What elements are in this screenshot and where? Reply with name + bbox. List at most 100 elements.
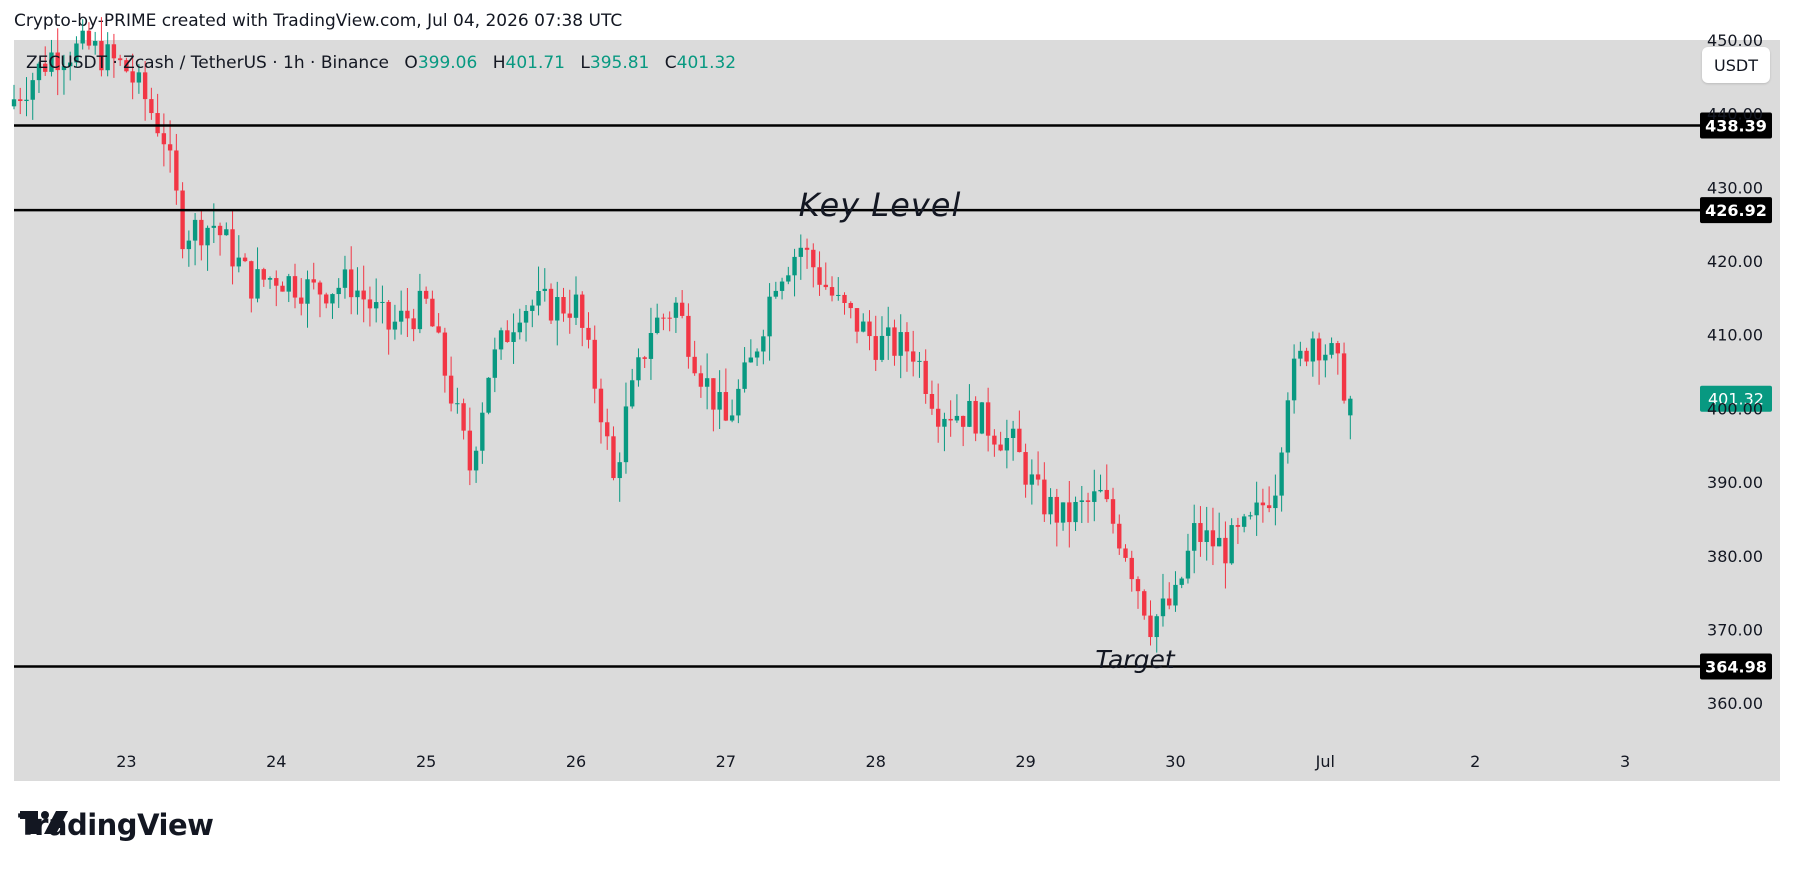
candle-body[interactable] <box>86 30 92 46</box>
candle-body[interactable] <box>236 257 241 267</box>
candle-body[interactable] <box>1160 598 1166 617</box>
candle-body[interactable] <box>230 229 235 267</box>
candle-body[interactable] <box>292 276 298 298</box>
candle-body[interactable] <box>679 302 685 316</box>
candle-body[interactable] <box>405 310 410 319</box>
candle-body[interactable] <box>361 290 366 300</box>
candle-body[interactable] <box>929 393 935 409</box>
candle-body[interactable] <box>142 72 148 100</box>
candle-body[interactable] <box>935 408 941 427</box>
target-annotation[interactable]: Target <box>1095 645 1175 674</box>
candle-body[interactable] <box>960 415 966 427</box>
candle-body[interactable] <box>305 279 310 304</box>
candle-body[interactable] <box>267 278 273 280</box>
candle-body[interactable] <box>673 302 679 318</box>
candle-body[interactable] <box>61 66 67 71</box>
candle-body[interactable] <box>973 400 978 434</box>
candle-body[interactable] <box>648 333 654 359</box>
candle-body[interactable] <box>1335 343 1341 354</box>
candle-body[interactable] <box>1023 452 1028 485</box>
candle-body[interactable] <box>985 402 991 436</box>
candle-body[interactable] <box>1310 338 1316 362</box>
candle-body[interactable] <box>1067 502 1072 523</box>
candle-body[interactable] <box>55 52 60 71</box>
candle-body[interactable] <box>423 290 429 299</box>
candle-body[interactable] <box>517 322 522 333</box>
candle-body[interactable] <box>804 247 810 250</box>
candle-body[interactable] <box>92 41 98 46</box>
candle-body[interactable] <box>1017 428 1022 453</box>
candle-body[interactable] <box>786 275 791 282</box>
candle-body[interactable] <box>311 279 316 283</box>
candle-body[interactable] <box>854 308 860 332</box>
candle-body[interactable] <box>661 317 666 319</box>
candle-body[interactable] <box>779 281 785 291</box>
candle-body[interactable] <box>861 321 866 332</box>
candle-body[interactable] <box>698 373 704 387</box>
candle-body[interactable] <box>255 269 260 299</box>
candle-body[interactable] <box>480 412 485 451</box>
candle-body[interactable] <box>448 375 454 404</box>
candle-body[interactable] <box>1304 350 1309 362</box>
candle-body[interactable] <box>1329 343 1334 355</box>
candle-body[interactable] <box>892 327 897 356</box>
tradingview-logo[interactable]: TradingView <box>18 808 214 842</box>
candle-body[interactable] <box>754 351 760 358</box>
key-level-annotation[interactable]: Key Level <box>799 186 962 224</box>
candle-body[interactable] <box>1110 499 1116 524</box>
candle-body[interactable] <box>43 63 48 72</box>
candle-body[interactable] <box>723 392 729 421</box>
candle-body[interactable] <box>530 305 535 311</box>
candle-body[interactable] <box>380 301 385 303</box>
candle-body[interactable] <box>979 402 985 434</box>
candle-body[interactable] <box>998 444 1003 451</box>
candle-body[interactable] <box>505 330 510 342</box>
candle-body[interactable] <box>1260 502 1266 506</box>
candle-body[interactable] <box>1223 537 1228 564</box>
candle-body[interactable] <box>736 388 741 416</box>
candle-body[interactable] <box>1316 338 1322 361</box>
candle-body[interactable] <box>342 269 348 288</box>
candle-body[interactable] <box>18 99 23 102</box>
candle-body[interactable] <box>80 30 85 44</box>
candle-body[interactable] <box>761 336 766 352</box>
candle-body[interactable] <box>605 422 610 437</box>
candle-body[interactable] <box>1104 489 1109 500</box>
candle-body[interactable] <box>124 60 129 72</box>
candle-body[interactable] <box>30 80 35 100</box>
chart-pane[interactable] <box>14 40 1780 781</box>
candle-body[interactable] <box>523 310 529 323</box>
candle-body[interactable] <box>186 240 192 250</box>
candle-body[interactable] <box>511 332 516 342</box>
candle-body[interactable] <box>536 291 541 306</box>
candle-body[interactable] <box>1073 501 1078 523</box>
candle-body[interactable] <box>773 290 779 297</box>
candle-body[interactable] <box>492 349 498 378</box>
candle-body[interactable] <box>130 71 135 83</box>
candle-body[interactable] <box>1167 598 1172 606</box>
candle-body[interactable] <box>1035 474 1041 480</box>
candle-body[interactable] <box>461 403 466 431</box>
candle-body[interactable] <box>1266 505 1272 509</box>
candle-body[interactable] <box>842 294 847 304</box>
candle-body[interactable] <box>205 227 210 246</box>
candle-body[interactable] <box>1273 495 1278 509</box>
candle-body[interactable] <box>1279 452 1284 496</box>
candle-body[interactable] <box>1216 537 1222 547</box>
candle-body[interactable] <box>280 285 285 292</box>
candle-body[interactable] <box>299 297 304 304</box>
candle-body[interactable] <box>617 462 622 479</box>
candle-body[interactable] <box>330 294 335 304</box>
currency-unit-button[interactable]: USDT <box>1702 47 1770 83</box>
candle-body[interactable] <box>436 326 441 333</box>
candle-body[interactable] <box>430 298 435 327</box>
candle-body[interactable] <box>580 294 585 328</box>
candle-body[interactable] <box>1198 523 1203 542</box>
candle-body[interactable] <box>586 327 591 340</box>
candle-body[interactable] <box>1054 496 1060 523</box>
candle-body[interactable] <box>249 261 254 299</box>
candle-body[interactable] <box>717 392 722 410</box>
candle-body[interactable] <box>386 301 391 330</box>
candle-body[interactable] <box>654 317 660 334</box>
